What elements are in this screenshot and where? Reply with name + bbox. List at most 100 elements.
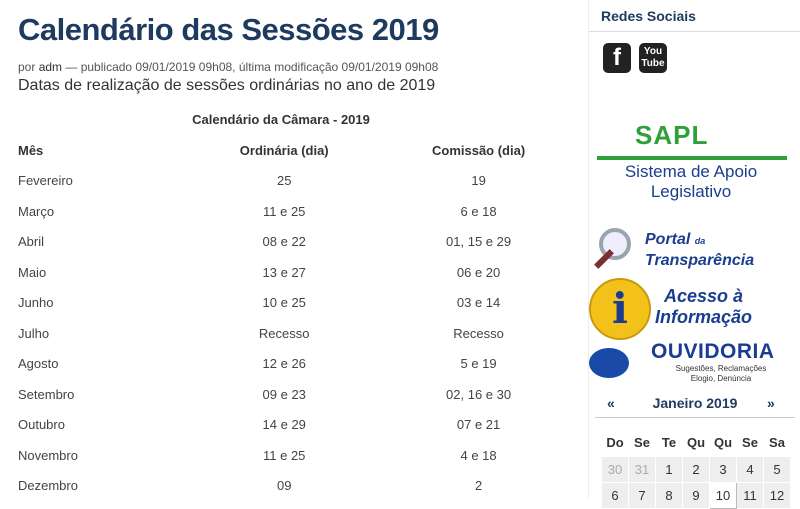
portal-text: Portal da Transparência [645, 230, 754, 270]
sapl-divider [597, 156, 787, 160]
mini-calendar-header: « Janeiro 2019 » [589, 392, 800, 416]
weekday-row: Do Se Te Qu Qu Se Sa [602, 428, 791, 457]
sapl-line2: Legislativo [650, 182, 732, 201]
byline: por adm — publicado 09/01/2019 09h08, úl… [18, 60, 438, 74]
calendar-day[interactable]: 2 [682, 456, 710, 483]
sapl-banner[interactable]: SAPL Sistema de Apoio Legislativo [593, 120, 793, 210]
cell-ordinaria: 09 [276, 478, 292, 494]
header-comissao: Comissão (dia) [431, 142, 526, 158]
cell-month: Maio [18, 264, 47, 280]
acesso-line2: Informação [655, 307, 753, 327]
calendar-day[interactable]: 31 [628, 456, 656, 483]
portal-line1-small: da [694, 236, 706, 246]
sapl-line1: Sistema de Apoio [624, 162, 758, 181]
cell-month: Setembro [18, 386, 75, 402]
cell-comissao: 19 [471, 173, 486, 189]
cell-month: Dezembro [18, 478, 78, 494]
mini-calendar-body: 30 31 1 2 3 4 5 6 7 8 9 10 11 12 [601, 456, 791, 509]
sidebar: Redes Sociais f You Tube SAPL Sistema de… [588, 0, 800, 509]
calendar-day[interactable]: 5 [763, 456, 791, 483]
table-row: Maio 13 e 27 06 e 20 [0, 257, 562, 288]
page-description: Datas de realização de sessões ordinária… [18, 77, 436, 94]
cell-month: Novembro [18, 447, 78, 463]
weekday-label: Se [634, 434, 650, 450]
ouvidoria-small1: Sugestões, Reclamações [675, 364, 767, 373]
cell-ordinaria: 11 e 25 [263, 203, 306, 219]
ouvidoria-banner[interactable]: OUVIDORIA Sugestões, Reclamações Elogio,… [589, 340, 800, 390]
calendar-day[interactable]: 8 [655, 482, 683, 509]
table-row: Setembro 09 e 23 02, 16 e 30 [0, 379, 562, 410]
calendar-day[interactable]: 10 [709, 482, 737, 509]
weekday-label: Qu [713, 434, 733, 450]
calendar-week: 30 31 1 2 3 4 5 [601, 456, 791, 483]
cell-ordinaria: 14 e 29 [262, 417, 306, 433]
calendar-day[interactable]: 12 [763, 482, 791, 509]
ouvidoria-small2: Elogio, Denúncia [690, 374, 752, 383]
ouvidoria-title: OUVIDORIA [651, 340, 775, 363]
cell-month: Agosto [18, 356, 59, 372]
cell-month: Junho [18, 295, 54, 311]
mini-calendar: Do Se Te Qu Qu Se Sa 30 31 1 2 3 4 5 6 7 8 9 10 11 12 [601, 428, 791, 509]
cell-ordinaria: 10 e 25 [262, 295, 306, 311]
header-month: Mês [18, 142, 44, 158]
table-row: Julho Recesso Recesso [0, 318, 562, 349]
facebook-icon[interactable]: f [603, 43, 631, 73]
cell-comissao: 07 e 21 [456, 417, 501, 433]
weekday-label: Te [661, 434, 677, 450]
calendar-day[interactable]: 7 [628, 482, 656, 509]
speech-bubble-icon [589, 348, 629, 378]
cell-month: Fevereiro [18, 173, 73, 189]
portal-line1: Portal [645, 231, 691, 248]
calendar-week: 6 7 8 9 10 11 12 [601, 482, 791, 509]
cell-comissao: 2 [474, 478, 483, 494]
cell-comissao: 4 e 18 [460, 447, 497, 463]
cell-ordinaria: 11 e 25 [263, 447, 306, 463]
cell-month: Abril [18, 234, 45, 250]
cell-comissao: 01, 15 e 29 [446, 234, 512, 250]
table-row: Agosto 12 e 26 5 e 19 [0, 349, 562, 380]
cell-ordinaria: 12 e 26 [262, 356, 306, 372]
cell-ordinaria: 09 e 23 [262, 386, 306, 402]
cell-comissao: 02, 16 e 30 [446, 386, 512, 402]
info-icon: i [589, 278, 651, 340]
acesso-informacao-banner[interactable]: i Acesso à Informação [589, 278, 800, 340]
acesso-text: Acesso à Informação [655, 286, 752, 328]
table-row: Novembro 11 e 25 4 e 18 [0, 440, 562, 471]
calendar-day[interactable]: 11 [736, 482, 764, 509]
youtube-icon[interactable]: You Tube [639, 43, 667, 73]
cell-comissao: 5 e 19 [460, 356, 497, 372]
main-content: Calendário das Sessões 2019 por adm — pu… [18, 12, 526, 493]
weekday-label: Do [606, 434, 624, 450]
author-link[interactable]: adm [38, 60, 63, 74]
month-label: Janeiro 2019 [652, 395, 738, 411]
divider [589, 31, 800, 32]
table-row: Fevereiro 25 19 [0, 166, 562, 197]
social-title: Redes Sociais [601, 8, 696, 24]
table-caption: Calendário da Câmara - 2019 [192, 112, 370, 127]
prev-month-button[interactable]: « [607, 395, 615, 411]
cell-ordinaria: 25 [276, 173, 292, 189]
table-body: Fevereiro 25 19 Março 11 e 25 6 e 18 Abril 08 e… [0, 166, 562, 502]
cell-month: Outubro [18, 417, 65, 433]
cell-month: Março [18, 203, 55, 219]
portal-line2: Transparência [645, 252, 755, 269]
weekday-label: Sa [769, 434, 785, 450]
cell-ordinaria: 13 e 27 [262, 264, 306, 280]
table-row: Março 11 e 25 6 e 18 [0, 196, 562, 227]
cell-ordinaria: Recesso [258, 325, 310, 341]
cell-comissao: 03 e 14 [456, 295, 501, 311]
byline-dates: — publicado 09/01/2019 09h08, última mod… [65, 60, 439, 74]
calendar-day[interactable]: 9 [682, 482, 710, 509]
calendar-day[interactable]: 3 [709, 456, 737, 483]
calendar-day[interactable]: 30 [601, 456, 629, 483]
calendar-day[interactable]: 6 [601, 482, 629, 509]
table-row: Junho 10 e 25 03 e 14 [0, 288, 562, 319]
cell-ordinaria: 08 e 22 [262, 234, 306, 250]
cell-comissao: 6 e 18 [460, 203, 497, 219]
calendar-day[interactable]: 1 [655, 456, 683, 483]
sapl-logo-text: SAPL [635, 120, 709, 150]
next-month-button[interactable]: » [767, 395, 775, 411]
calendar-day[interactable]: 4 [736, 456, 764, 483]
portal-transparencia-banner[interactable]: Portal da Transparência [589, 226, 800, 276]
acesso-line1: Acesso à [663, 286, 744, 306]
